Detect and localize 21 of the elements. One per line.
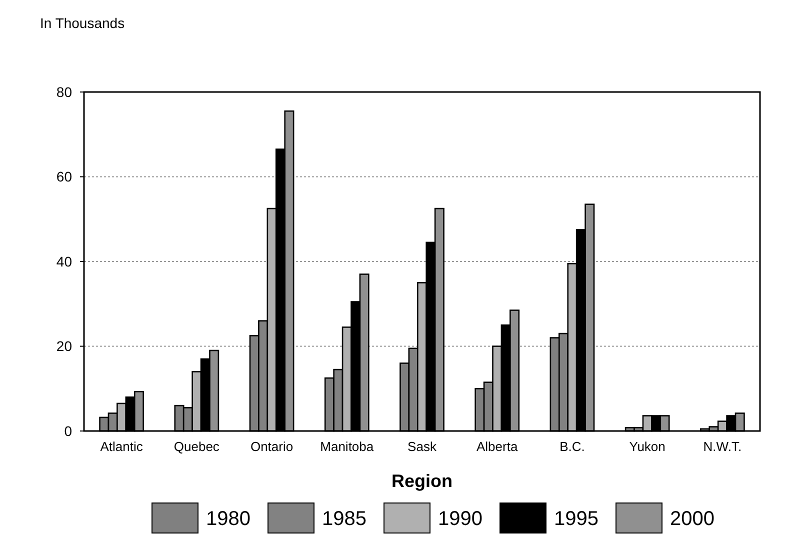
x-tick-label: N.W.T. — [703, 439, 742, 454]
x-tick-label: Sask — [408, 439, 437, 454]
y-tick-label: 80 — [56, 84, 72, 100]
x-tick-label: Alberta — [476, 439, 518, 454]
y-tick-label: 0 — [64, 422, 72, 439]
y-axis-title: In Thousands — [40, 15, 125, 31]
x-tick-label: B.C. — [560, 439, 585, 454]
y-tick-label: 60 — [56, 168, 72, 185]
x-tick-label: Atlantic — [100, 439, 144, 454]
x-tick-label: Ontario — [250, 439, 294, 454]
y-tick-label: 40 — [56, 253, 72, 270]
legend-label: 1980 — [206, 508, 250, 530]
legend-label: 1990 — [438, 508, 482, 530]
x-tick-label: Yukon — [629, 439, 666, 454]
legend-label: 2000 — [670, 508, 714, 530]
legend-label: 1985 — [322, 508, 366, 530]
x-tick-label: Manitoba — [320, 439, 374, 454]
x-axis-title: Region — [392, 471, 452, 491]
x-tick-label: Quebec — [174, 439, 220, 454]
legend-label: 1995 — [554, 508, 598, 530]
y-tick-label: 20 — [56, 338, 72, 354]
